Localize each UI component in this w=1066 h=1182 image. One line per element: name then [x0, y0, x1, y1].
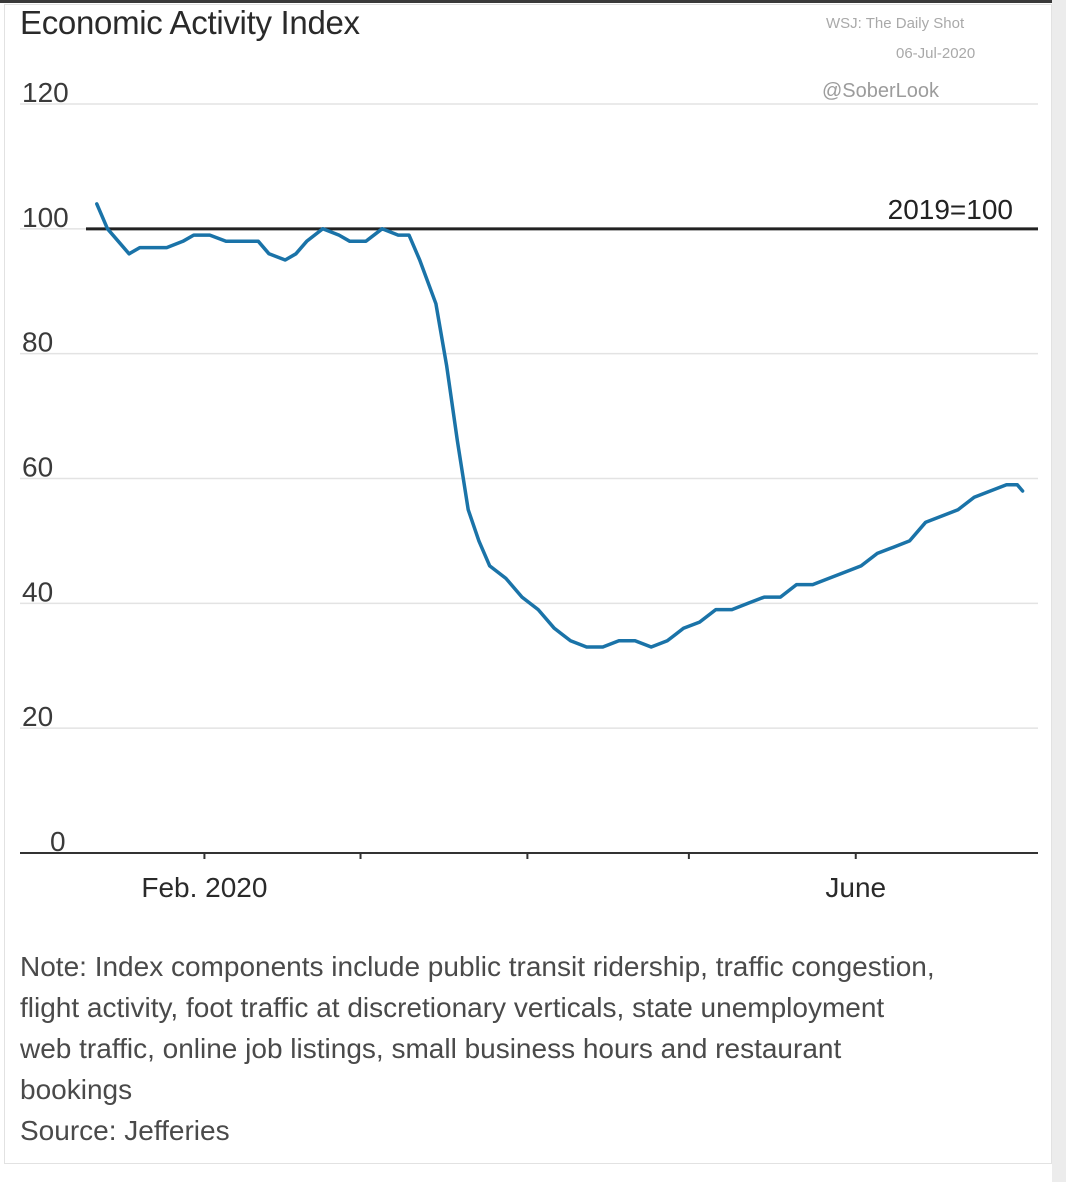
chart-frame: [4, 4, 1052, 1164]
y-tick-label: 60: [22, 452, 53, 483]
source-line: Source: Jefferies: [20, 1115, 230, 1146]
y-tick-label: 40: [22, 576, 53, 607]
chart-title: Economic Activity Index: [20, 4, 360, 41]
y-tick-label: 120: [22, 77, 69, 108]
series-line: [95, 202, 1025, 649]
y-axis-labels: 0 20 40 60 80 100 120: [22, 77, 69, 857]
x-tick-label: June: [825, 872, 886, 903]
source-credit: WSJ: The Daily Shot: [826, 15, 965, 32]
reference-line-group: 2019=100: [86, 194, 1038, 231]
note-line: Note: Index components include public tr…: [20, 951, 935, 982]
top-border: [0, 0, 1066, 3]
y-tick-label: 100: [22, 202, 69, 233]
line-chart: 0 20 40 60 80 100 120 Feb. 2020 June 2019=100: [20, 77, 1038, 903]
note-line: web traffic, online job listings, small …: [20, 1033, 842, 1064]
y-tick-label: 0: [50, 826, 66, 857]
x-axis: Feb. 2020 June: [20, 852, 1038, 903]
y-tick-label: 80: [22, 327, 53, 358]
note-line: bookings: [20, 1074, 133, 1105]
credit-date: 06-Jul-2020: [896, 45, 976, 62]
note-line: flight activity, foot traffic at discret…: [20, 992, 885, 1023]
x-tick-label: Feb. 2020: [141, 872, 267, 903]
chart-notes: Note: Index components include public tr…: [20, 946, 1030, 1151]
gridlines: [20, 103, 1038, 729]
y-tick-label: 20: [22, 701, 53, 732]
reference-line-label: 2019=100: [888, 194, 1013, 225]
watermark: @SoberLook: [822, 80, 940, 102]
right-edge-strip: [1052, 0, 1066, 1182]
series-group: [95, 202, 1025, 649]
